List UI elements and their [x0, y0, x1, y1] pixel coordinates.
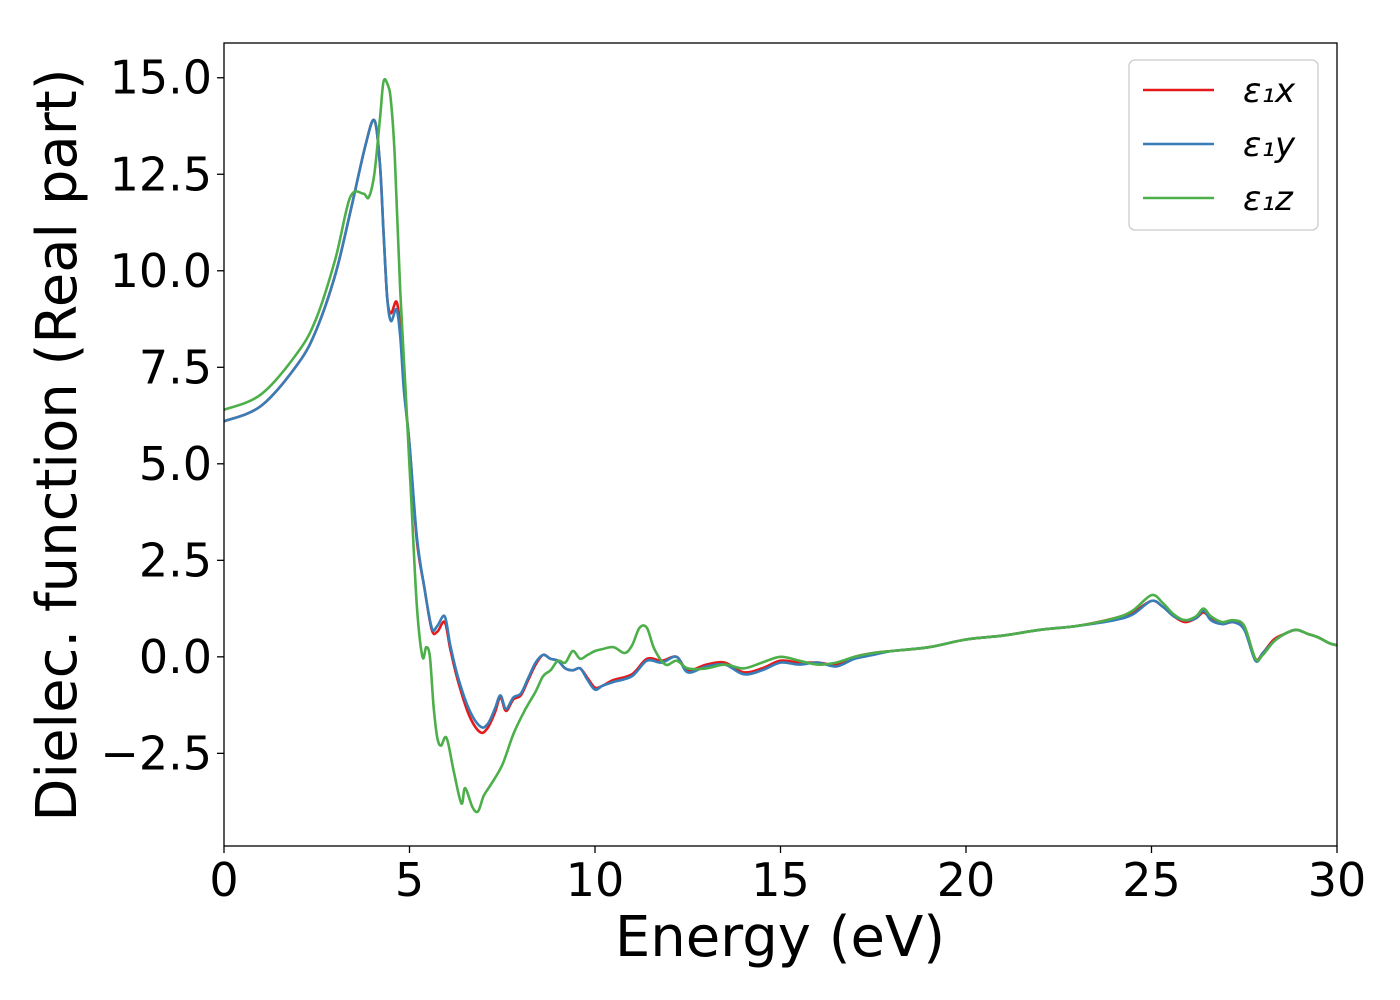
x-axis: 0 5 10 15 20 25 30: [209, 846, 1366, 907]
series-line-3: [224, 77, 1337, 814]
series-line-2: [224, 118, 1337, 729]
y-tick-label: 15.0: [110, 51, 212, 105]
y-axis: −2.5 0.0 2.5 5.0 7.5 10.0 12.5 15.0: [100, 51, 224, 780]
y-tick-label: 0.0: [139, 630, 212, 684]
y-tick-label: 7.5: [139, 340, 212, 394]
x-tick-label: 5: [395, 853, 424, 907]
x-tick-label: 30: [1308, 853, 1367, 907]
y-tick-label: 12.5: [110, 147, 212, 201]
legend-label: ε₁z: [1243, 179, 1294, 219]
x-tick-label: 25: [1122, 853, 1181, 907]
legend-label: ε₁y: [1243, 125, 1296, 165]
x-tick-label: 20: [937, 853, 996, 907]
x-tick-label: 10: [566, 853, 625, 907]
y-axis-title: Dielec. function (Real part): [25, 68, 90, 821]
legend: ε₁x ε₁y ε₁z: [1128, 59, 1319, 231]
legend-box: [1128, 59, 1319, 231]
legend-label: ε₁x: [1243, 71, 1296, 111]
y-tick-label: 10.0: [110, 244, 212, 298]
y-tick-label: −2.5: [100, 726, 212, 780]
x-tick-label: 0: [209, 853, 238, 907]
series-layer: [224, 77, 1337, 814]
y-tick-label: 2.5: [139, 533, 212, 587]
x-axis-title: Energy (eV): [615, 905, 945, 970]
x-tick-label: 15: [751, 853, 810, 907]
y-tick-label: 5.0: [139, 437, 212, 491]
